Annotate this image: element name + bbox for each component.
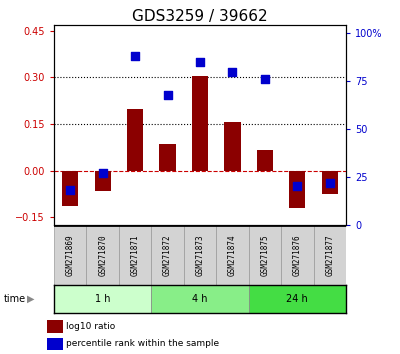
Bar [281, 225, 314, 285]
Bar [127, 109, 143, 171]
Bar [322, 171, 338, 194]
Bar [151, 225, 184, 285]
Point [197, 59, 203, 65]
Bar [160, 144, 176, 171]
Text: GSM271874: GSM271874 [228, 234, 237, 276]
Text: 4 h: 4 h [192, 294, 208, 304]
Text: GSM271876: GSM271876 [293, 234, 302, 276]
Bar [151, 285, 249, 313]
Text: GSM271869: GSM271869 [66, 234, 75, 276]
Text: 1 h: 1 h [95, 294, 110, 304]
Bar [54, 285, 151, 313]
Point [262, 76, 268, 82]
Point [100, 170, 106, 176]
Point [67, 188, 74, 193]
Bar [62, 171, 78, 206]
Text: GSM271870: GSM271870 [98, 234, 107, 276]
Bar [54, 225, 86, 285]
Text: percentile rank within the sample: percentile rank within the sample [66, 339, 220, 348]
Text: time: time [4, 294, 26, 304]
Bar [192, 76, 208, 171]
Bar [119, 225, 151, 285]
Point [326, 180, 333, 185]
Bar [249, 285, 346, 313]
Text: GDS3259 / 39662: GDS3259 / 39662 [132, 9, 268, 24]
Point [132, 53, 138, 59]
Text: GSM271877: GSM271877 [325, 234, 334, 276]
Bar [94, 171, 111, 191]
Point [294, 184, 300, 189]
Text: 24 h: 24 h [286, 294, 308, 304]
Bar [47, 320, 63, 333]
Bar [257, 150, 273, 171]
Text: GSM271872: GSM271872 [163, 234, 172, 276]
Bar [314, 225, 346, 285]
Text: ▶: ▶ [27, 294, 35, 304]
Bar [289, 171, 306, 208]
Text: GSM271875: GSM271875 [260, 234, 269, 276]
Bar [86, 225, 119, 285]
Bar [47, 338, 63, 350]
Text: GSM271871: GSM271871 [131, 234, 140, 276]
Point [164, 92, 171, 97]
Bar [224, 122, 240, 171]
Bar [216, 225, 249, 285]
Bar [249, 225, 281, 285]
Bar [184, 225, 216, 285]
Text: log10 ratio: log10 ratio [66, 322, 116, 331]
Point [229, 69, 236, 74]
Text: GSM271873: GSM271873 [196, 234, 204, 276]
